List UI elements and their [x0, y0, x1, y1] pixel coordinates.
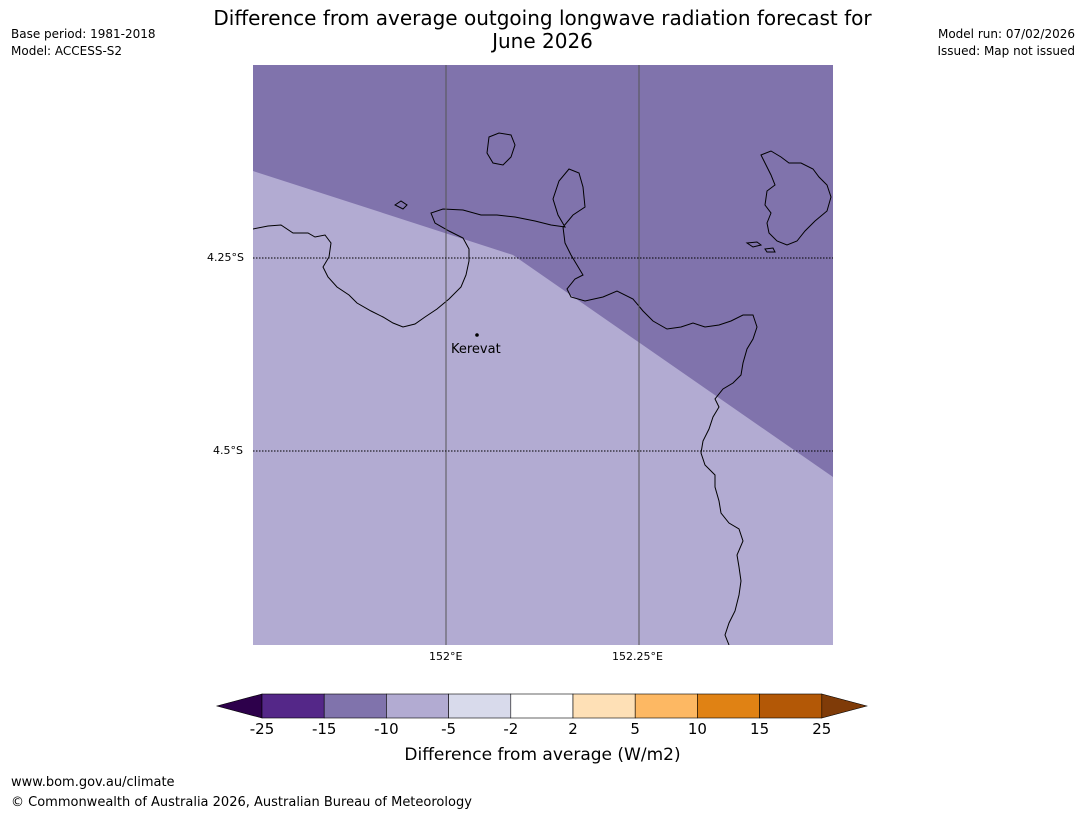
coastline-small-islet-west: [394, 200, 408, 210]
colorbar-label: Difference from average (W/m2): [404, 745, 681, 765]
colorbar-segment: [448, 693, 512, 719]
lon-label-152-25: 152.25°E: [612, 650, 663, 663]
lat-label-4-5: 4.5°S: [213, 444, 243, 457]
colorbar-tick-label: -15: [311, 720, 337, 738]
footer-copyright: © Commonwealth of Australia 2026, Austra…: [11, 795, 472, 810]
colorbar-svg: [215, 693, 868, 719]
base-period-label: Base period: 1981-2018: [11, 27, 156, 41]
colorbar-segment: [697, 693, 760, 719]
colorbar-tick-label: -5: [441, 720, 457, 738]
colorbar-tick-label: 25: [812, 720, 832, 738]
colorbar-tick-label: -25: [249, 720, 275, 738]
dark-anomaly-zone: [253, 65, 833, 477]
lat-label-4-25: 4.25°S: [207, 251, 244, 264]
coastline-north-island: [486, 132, 516, 166]
colorbar-tick-label: 2: [568, 720, 578, 738]
model-label: Model: ACCESS-S2: [11, 44, 123, 58]
colorbar: [215, 690, 870, 722]
map-panel: [252, 65, 833, 646]
colorbar-segment: [510, 693, 574, 719]
footer-url: www.bom.gov.au/climate: [11, 775, 175, 790]
colorbar-tick-label: -2: [503, 720, 519, 738]
colorbar-arrow-high: [821, 693, 868, 719]
model-run-label: Model run: 07/02/2026: [937, 27, 1075, 41]
colorbar-segment: [572, 693, 636, 719]
colorbar-ticks: -25 -15 -10 -5 -2 2 5 10 15 25: [0, 720, 1085, 740]
coastline-small-islet-east-2: [764, 247, 776, 253]
map-title: Difference from average outgoing longwav…: [213, 6, 872, 53]
place-label-kerevat: Kerevat: [451, 342, 501, 357]
colorbar-arrow-low: [215, 693, 263, 719]
map-svg: [252, 65, 833, 646]
lon-label-152: 152°E: [429, 650, 463, 663]
colorbar-tick-label: 15: [750, 720, 770, 738]
colorbar-segment: [759, 693, 823, 719]
colorbar-segment: [386, 693, 449, 719]
kerevat-marker: [475, 333, 479, 337]
coastline-small-islet-east: [745, 241, 763, 248]
colorbar-segment: [634, 693, 698, 719]
coastline-northeast-islands: [760, 150, 832, 246]
colorbar-segment: [323, 693, 387, 719]
issued-label: Issued: Map not issued: [937, 44, 1075, 58]
colorbar-tick-label: 5: [630, 720, 640, 738]
colorbar-tick-label: -10: [374, 720, 399, 738]
colorbar-segment: [261, 693, 325, 719]
colorbar-tick-label: 10: [687, 720, 707, 738]
coastline-gazelle-peninsula: [252, 168, 758, 646]
